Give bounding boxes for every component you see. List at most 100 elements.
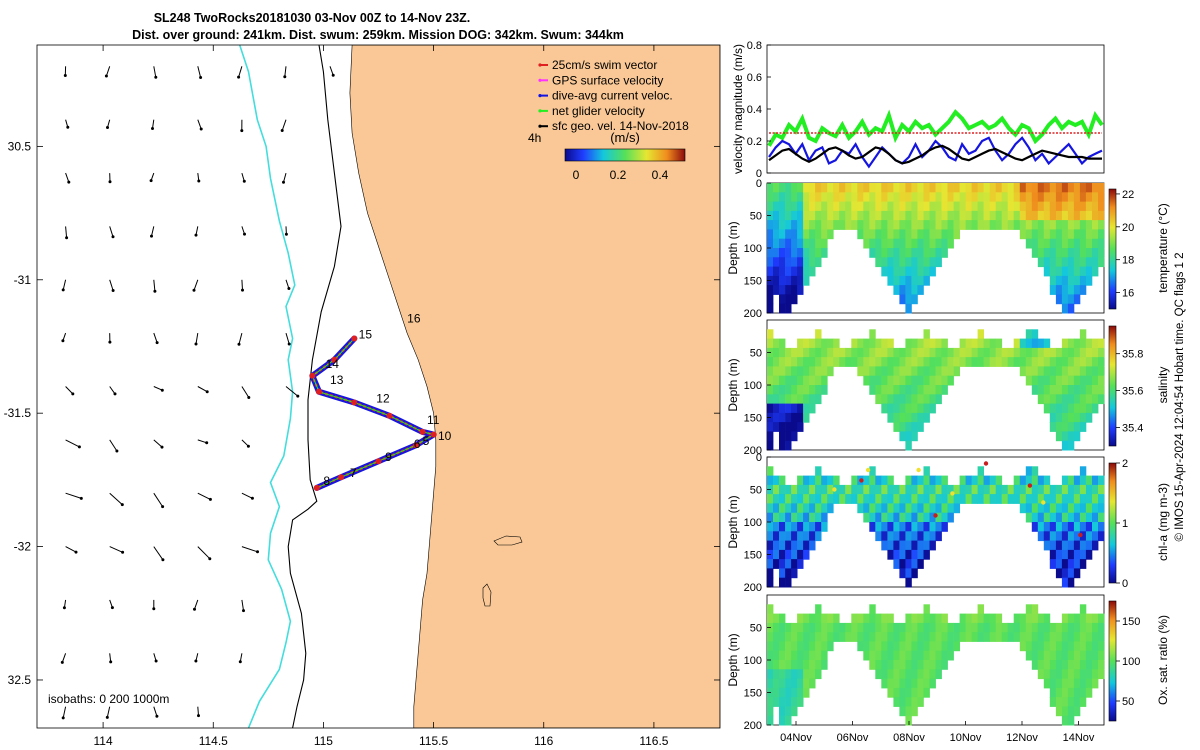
section-cell bbox=[1079, 347, 1087, 358]
section-cell bbox=[767, 294, 774, 305]
section-cell bbox=[911, 294, 918, 305]
section-cell bbox=[779, 522, 786, 532]
section-cell bbox=[779, 366, 786, 377]
geostrophic-vector bbox=[285, 386, 300, 398]
section-cell bbox=[827, 357, 834, 367]
geostrophic-vector bbox=[109, 279, 115, 292]
section-cell bbox=[1037, 641, 1045, 652]
section-cell bbox=[893, 678, 900, 689]
section-cell bbox=[791, 238, 798, 249]
section-cell bbox=[797, 403, 804, 414]
section-cell bbox=[1055, 632, 1063, 642]
section-cell bbox=[785, 385, 792, 395]
section-cell bbox=[911, 422, 918, 432]
section-cell bbox=[935, 201, 942, 212]
section-cell bbox=[1007, 622, 1015, 633]
vector-head bbox=[108, 340, 112, 344]
section-cell bbox=[893, 622, 900, 633]
section-cell bbox=[1067, 347, 1075, 358]
section-cell bbox=[977, 201, 984, 212]
section-cell bbox=[1013, 347, 1021, 358]
section-cell bbox=[1049, 559, 1057, 569]
section-cell bbox=[905, 201, 912, 212]
section-cell bbox=[899, 632, 906, 642]
section-cell bbox=[1098, 192, 1105, 203]
track-day-label-10: 10 bbox=[438, 429, 452, 443]
section-cell bbox=[785, 503, 792, 514]
section-cell bbox=[1067, 210, 1075, 221]
section-cell bbox=[809, 484, 816, 495]
section-cell bbox=[881, 375, 888, 386]
section-cell bbox=[767, 220, 774, 230]
section-cell bbox=[917, 632, 924, 642]
section-cell bbox=[1092, 641, 1099, 652]
section-cell bbox=[1049, 394, 1057, 405]
islands bbox=[482, 535, 523, 607]
section-cell bbox=[767, 303, 774, 314]
section-cell bbox=[875, 512, 882, 523]
section-cell bbox=[767, 715, 774, 726]
section-cell bbox=[929, 678, 936, 689]
section-cell bbox=[1061, 512, 1069, 523]
section-cell bbox=[923, 503, 930, 514]
section-cell bbox=[1061, 577, 1069, 588]
section-cell bbox=[887, 201, 894, 212]
section-cell bbox=[1043, 385, 1051, 395]
section-cell bbox=[1073, 650, 1081, 661]
section-cell bbox=[923, 522, 930, 532]
section-cell bbox=[1085, 494, 1093, 504]
geostrophic-vector bbox=[240, 119, 244, 133]
section-cell bbox=[779, 632, 786, 642]
vector-shaft bbox=[197, 386, 208, 393]
section-cell bbox=[857, 338, 864, 349]
section-cell bbox=[791, 385, 798, 395]
section-cell bbox=[779, 650, 786, 661]
geostrophic-vector bbox=[197, 492, 212, 501]
section-cell bbox=[941, 613, 948, 624]
section-cell bbox=[893, 650, 900, 661]
section-cell bbox=[779, 577, 786, 588]
section-cell bbox=[1067, 540, 1075, 551]
section-cell bbox=[797, 285, 804, 295]
colorbar-tick-1: 0.2 bbox=[610, 168, 627, 182]
section-cell bbox=[1085, 522, 1093, 532]
date-label-1: 06Nov bbox=[837, 732, 869, 744]
section-cell bbox=[779, 266, 786, 277]
section-cell bbox=[1067, 549, 1075, 560]
section-cell bbox=[1049, 375, 1057, 386]
section-cell bbox=[881, 475, 888, 486]
section-cell bbox=[1049, 687, 1057, 698]
section-cell bbox=[839, 192, 846, 203]
vector-head bbox=[105, 715, 109, 719]
section-cell bbox=[995, 632, 1003, 642]
section-cell bbox=[941, 622, 948, 633]
section-cell bbox=[797, 484, 804, 495]
section-cell bbox=[827, 613, 834, 624]
section-cell bbox=[1061, 503, 1069, 514]
section-cell bbox=[1061, 248, 1069, 258]
section-cell bbox=[905, 641, 912, 652]
section-cell bbox=[1061, 257, 1069, 268]
section-cell bbox=[1067, 285, 1075, 295]
section-cell bbox=[875, 394, 882, 405]
section-cell bbox=[857, 220, 864, 230]
section-cell bbox=[791, 201, 798, 212]
section-cell bbox=[947, 201, 954, 212]
section-cell bbox=[809, 220, 816, 230]
geostrophic-vector bbox=[241, 226, 246, 236]
section-cell bbox=[965, 475, 972, 486]
section-cell bbox=[785, 248, 792, 258]
section-cell bbox=[1043, 531, 1051, 542]
section-cell bbox=[1055, 431, 1063, 442]
section-cell bbox=[869, 192, 876, 203]
section-cell bbox=[1037, 248, 1045, 258]
section-cell bbox=[767, 475, 774, 486]
section-cell bbox=[911, 660, 918, 670]
section-cell bbox=[785, 357, 792, 367]
section-cell bbox=[791, 220, 798, 230]
section-cell bbox=[923, 650, 930, 661]
section-cell bbox=[809, 512, 816, 523]
section-cell bbox=[923, 484, 930, 495]
section-cell bbox=[1079, 201, 1087, 212]
section-cell bbox=[935, 660, 942, 670]
